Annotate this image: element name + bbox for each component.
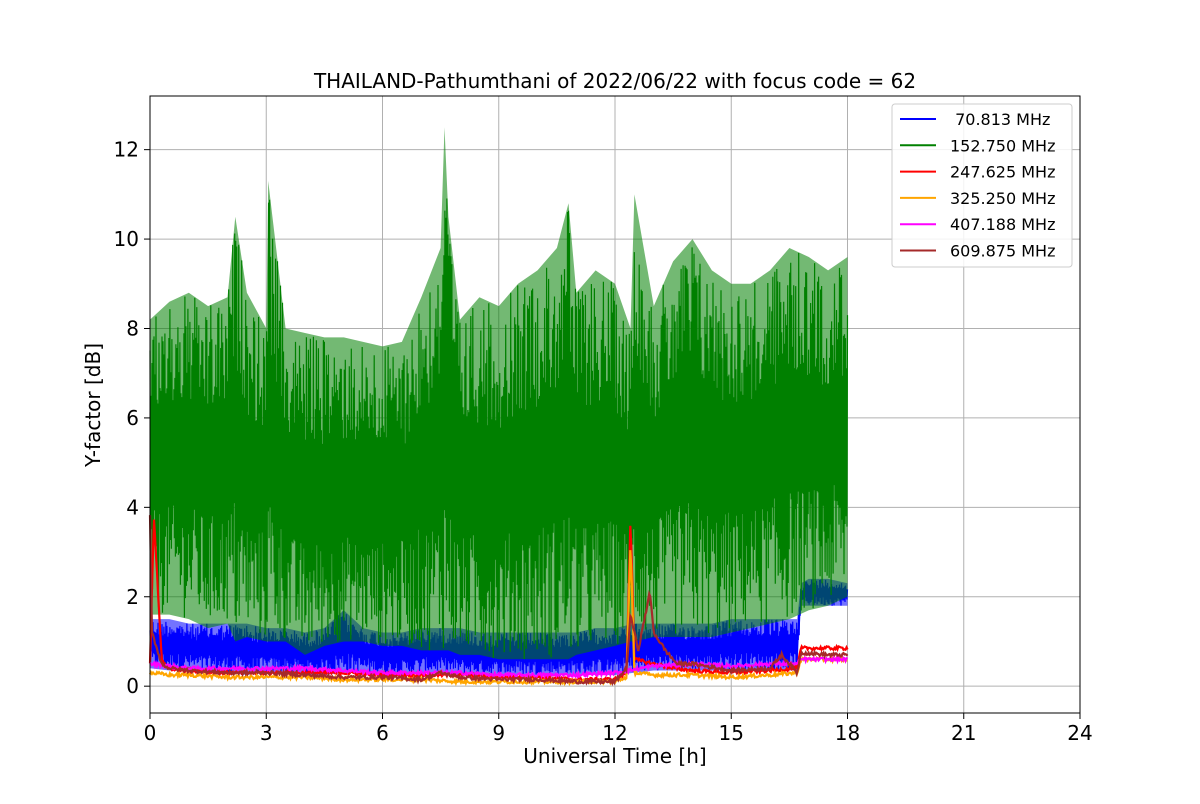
y-axis-label: Y-factor [dB] [81,343,105,468]
x-tick-label: 0 [144,721,157,745]
series-line [149,198,849,660]
x-tick-label: 12 [602,721,627,745]
y-tick-label: 12 [114,138,139,162]
x-ticks: 0 3 6 9 12 15 18 21 24 [144,713,1093,745]
x-tick-label: 6 [376,721,389,745]
y-tick-label: 2 [126,585,139,609]
series-407-188-mhz [149,654,849,681]
y-tick-label: 0 [126,674,139,698]
x-tick-label: 9 [492,721,505,745]
legend-box [891,103,1073,268]
series-325-250-mhz [149,550,848,687]
x-tick-label: 24 [1067,721,1092,745]
y-tick-label: 4 [126,495,139,519]
x-axis-label: Universal Time [h] [523,744,706,768]
legend-label: 152.750 MHz [950,136,1055,155]
y-tick-label: 6 [126,406,139,430]
y-tick-label: 8 [126,316,139,340]
x-tick-label: 15 [719,721,744,745]
series-152-750-mhz [149,127,849,660]
plot-series [148,127,849,687]
series-line [149,654,849,681]
legend-label: 609.875 MHz [950,242,1055,261]
x-tick-label: 18 [835,721,860,745]
legend-label: 70.813 MHz [950,110,1050,129]
legend-label: 247.625 MHz [950,163,1055,182]
legend: 70.813 MHz 152.750 MHz 247.625 MHz 325.250 … [891,103,1073,268]
legend-label: 325.250 MHz [950,189,1055,208]
y-tick-label: 10 [114,227,139,251]
series-609-875-mhz [148,515,849,687]
y-ticks: 0 2 4 6 8 10 12 [114,138,150,698]
x-tick-label: 21 [951,721,976,745]
series-line [149,550,848,687]
series-line [148,515,849,687]
legend-label: 407.188 MHz [950,215,1055,234]
chart-title: THAILAND-Pathumthani of 2022/06/22 with … [313,69,916,93]
x-tick-label: 3 [260,721,273,745]
